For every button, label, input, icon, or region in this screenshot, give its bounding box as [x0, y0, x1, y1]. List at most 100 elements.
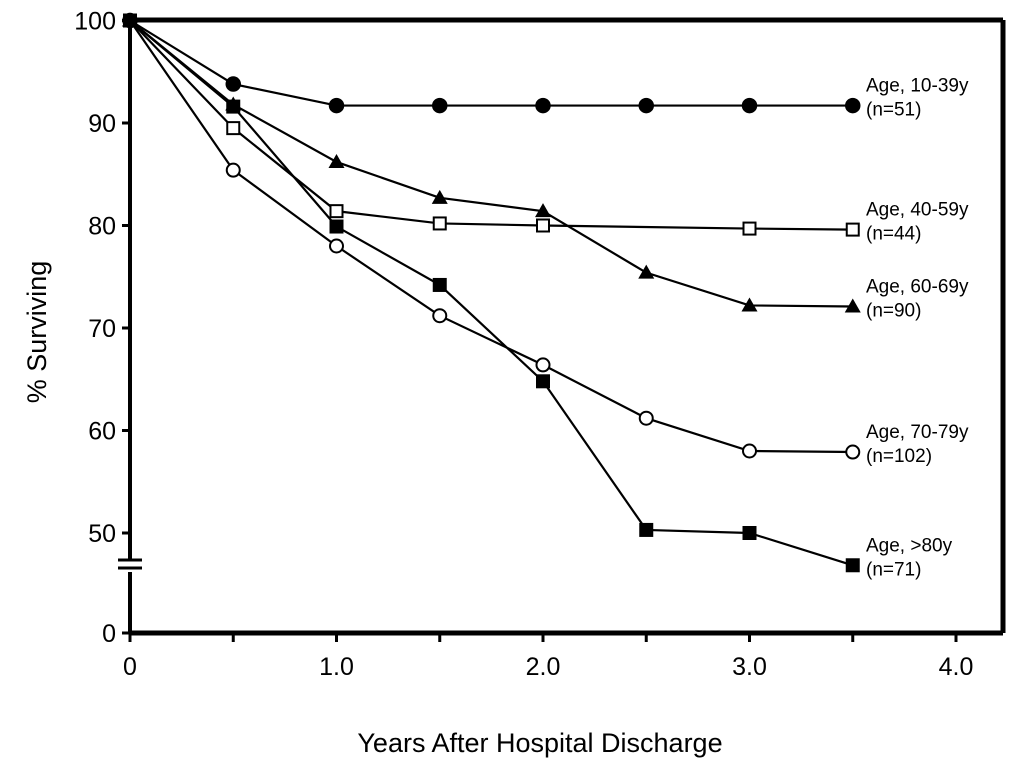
series-3-point — [535, 203, 551, 218]
series-5-point-shape — [432, 277, 447, 292]
series-5-point-shape — [329, 219, 344, 234]
series-5-point — [536, 374, 550, 389]
series-5-point — [432, 277, 447, 292]
series-5-point — [226, 99, 241, 114]
x-tick-label: 2.0 — [526, 653, 561, 681]
series-5-point-shape — [226, 99, 241, 114]
series-4-point — [432, 308, 448, 324]
x-tick-label: 0 — [123, 653, 137, 681]
series-2-point — [432, 216, 447, 231]
series-5-point-shape — [845, 558, 860, 573]
y-tick-label: 0 — [102, 620, 116, 648]
series-4-point-shape — [432, 308, 448, 324]
series-4-point-shape — [638, 410, 654, 426]
labels-layer: Age, 10-39y (n=51) Age, 40-59y (n=44) Age, 6… — [866, 76, 969, 581]
series-label-name: Age, 40-59y — [866, 200, 969, 221]
series-4-point — [329, 238, 344, 254]
series-label-count: (n=44) — [866, 224, 921, 245]
series-4-point-shape — [742, 443, 757, 459]
series-line-1 — [129, 19, 853, 107]
series-1-point-shape — [432, 97, 448, 114]
series-3-point-shape — [328, 153, 345, 168]
series-1-point — [845, 97, 861, 114]
series-3-point-shape — [431, 189, 448, 204]
y-tick-label: 70 — [88, 315, 116, 343]
series-2-point — [742, 221, 757, 236]
series-3-point — [844, 298, 861, 313]
series-5-point — [329, 219, 344, 234]
series-label-count: (n=90) — [866, 300, 921, 321]
series-5-point — [845, 558, 860, 573]
series-5-point — [123, 13, 137, 28]
series-5-point — [742, 526, 757, 540]
series-2-point-shape — [742, 221, 757, 236]
series-3-point — [638, 264, 655, 279]
series-4-point — [638, 410, 654, 426]
series-1-point-shape — [328, 97, 345, 114]
series-4-point — [535, 357, 551, 373]
series-4-point — [742, 443, 757, 459]
series-line-3 — [129, 19, 853, 308]
x-tick-label: 3.0 — [732, 653, 767, 681]
series-1-point-shape — [741, 97, 758, 114]
y-tick-label: 60 — [88, 418, 116, 446]
series-4-point-shape — [845, 444, 861, 460]
series-5-point — [639, 522, 654, 537]
y-tick-label: 50 — [88, 520, 116, 548]
series-4-point-shape — [329, 238, 344, 254]
series-label-count: (n=51) — [866, 100, 921, 121]
series-line-5 — [129, 19, 854, 567]
series-2-point — [536, 218, 550, 233]
series-2-point-shape — [329, 204, 344, 219]
series-3-point-shape — [844, 298, 861, 313]
series-3-point — [328, 153, 345, 168]
series-1-point — [432, 97, 448, 114]
y-tick-label: 100 — [74, 8, 116, 36]
series-1-point — [638, 97, 654, 114]
series-1-point — [741, 97, 758, 114]
series-label-name: Age, 70-79y — [866, 422, 969, 443]
x-axis-title: Years After Hospital Discharge — [357, 728, 722, 758]
axes: 0 50 60 70 80 90 100 0 1.0 2.0 3.0 4.0 — [74, 8, 1006, 681]
series-2-point-shape — [432, 216, 447, 231]
series-1-point-shape — [225, 76, 241, 92]
series-5-point-shape — [742, 526, 757, 540]
y-axis-title: % Surviving — [22, 261, 52, 404]
series-1-point — [225, 76, 241, 92]
series-3-point — [741, 297, 758, 312]
series-label-name: Age, 10-39y — [866, 76, 969, 97]
series-1-point-shape — [535, 97, 551, 114]
series-2-point — [845, 222, 860, 237]
series-2-point-shape — [226, 121, 241, 136]
series-2-point-shape — [845, 222, 860, 237]
series-4-point-shape — [535, 357, 551, 373]
series-layer — [122, 12, 861, 573]
series-line-4 — [129, 19, 853, 454]
series-4-point-shape — [225, 162, 241, 178]
series-1-point-shape — [845, 97, 861, 114]
series-label-name: Age, >80y — [866, 535, 953, 556]
series-2-point — [226, 121, 241, 136]
series-1-point-shape — [638, 97, 654, 114]
series-1-point — [535, 97, 551, 114]
y-tick-label: 90 — [88, 110, 116, 138]
series-5-point-shape — [536, 374, 550, 389]
series-5-point-shape — [639, 522, 654, 537]
series-label-count: (n=102) — [866, 446, 932, 467]
series-3-point-shape — [535, 203, 551, 218]
series-3-point — [431, 189, 448, 204]
series-label-name: Age, 60-69y — [866, 276, 969, 297]
series-5-point-shape — [123, 13, 137, 28]
series-4-point — [845, 444, 861, 460]
series-3-point-shape — [638, 264, 655, 279]
x-tick-label: 4.0 — [939, 653, 974, 681]
series-3-point-shape — [741, 297, 758, 312]
x-tick-label: 1.0 — [319, 653, 354, 681]
series-2-point-shape — [536, 218, 550, 233]
series-4-point — [225, 162, 241, 178]
series-label-count: (n=71) — [866, 559, 921, 580]
series-2-point — [329, 204, 344, 219]
y-tick-label: 80 — [88, 213, 116, 241]
series-1-point — [328, 97, 345, 114]
